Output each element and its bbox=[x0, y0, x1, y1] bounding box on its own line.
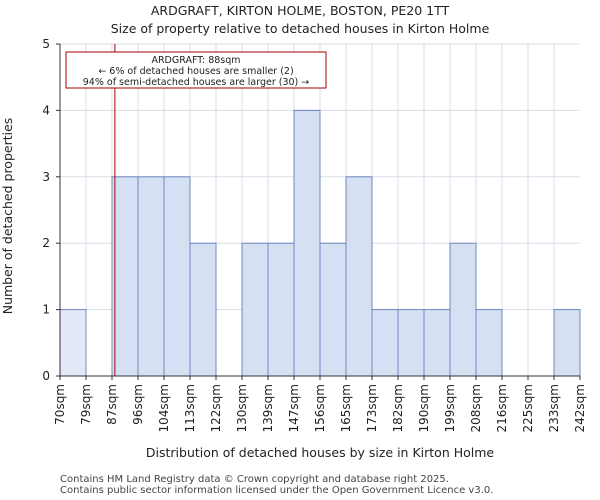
annotation-line-1: ARDGRAFT: 88sqm bbox=[151, 55, 240, 66]
y-tick-label: 0 bbox=[42, 369, 50, 383]
x-tick-label: 104sqm bbox=[157, 384, 171, 432]
tick-labels: 0 1 2 3 4 5 70sqm 79sqm 87sqm 96sqm 104sqm 113sqm 12… bbox=[42, 37, 587, 432]
y-tick-label: 5 bbox=[42, 37, 50, 51]
x-tick-label: 199sqm bbox=[443, 384, 457, 432]
x-tick-label: 242sqm bbox=[573, 384, 587, 432]
histogram-bar bbox=[553, 309, 581, 377]
histogram-bar bbox=[189, 242, 217, 377]
histogram-bar bbox=[163, 176, 191, 377]
histogram-bar bbox=[371, 309, 399, 377]
histogram-bar bbox=[397, 309, 425, 377]
x-tick-label: 96sqm bbox=[131, 384, 145, 425]
x-tick-label: 79sqm bbox=[79, 384, 93, 425]
x-tick-label: 70sqm bbox=[53, 384, 67, 425]
y-tick-label: 2 bbox=[42, 236, 50, 250]
x-tick-label: 139sqm bbox=[261, 384, 275, 432]
histogram-bar bbox=[475, 309, 503, 377]
y-tick-label: 1 bbox=[42, 303, 50, 317]
footer-copyright: Contains HM Land Registry data © Crown c… bbox=[60, 474, 449, 485]
annotation: ARDGRAFT: 88sqm← 6% of detached houses a… bbox=[65, 44, 327, 376]
histogram-bar bbox=[449, 242, 477, 377]
footer-licence: Contains public sector information licen… bbox=[60, 485, 494, 496]
annotation-line-2: ← 6% of detached houses are smaller (2) bbox=[98, 66, 293, 77]
histogram-bar bbox=[293, 109, 321, 377]
bars bbox=[59, 109, 581, 377]
histogram-bar bbox=[345, 176, 373, 377]
histogram-bar bbox=[267, 242, 295, 377]
x-tick-label: 165sqm bbox=[339, 384, 353, 432]
annotation-line-3: 94% of semi-detached houses are larger (… bbox=[83, 77, 310, 88]
x-tick-label: 87sqm bbox=[105, 384, 119, 425]
axes bbox=[56, 43, 581, 380]
histogram-bar bbox=[137, 176, 165, 377]
chart-title: ARDGRAFT, KIRTON HOLME, BOSTON, PE20 1TT bbox=[150, 3, 450, 18]
x-tick-label: 216sqm bbox=[495, 384, 509, 432]
histogram-bar bbox=[319, 242, 347, 377]
x-tick-label: 208sqm bbox=[469, 384, 483, 432]
x-tick-label: 182sqm bbox=[391, 384, 405, 432]
x-tick-label: 190sqm bbox=[417, 384, 431, 432]
histogram-bar bbox=[241, 242, 269, 377]
x-tick-label: 122sqm bbox=[209, 384, 223, 432]
x-axis-label: Distribution of detached houses by size … bbox=[146, 445, 495, 460]
histogram-bar bbox=[59, 309, 87, 377]
histogram-bar bbox=[111, 176, 139, 377]
x-tick-label: 233sqm bbox=[547, 384, 561, 432]
histogram-bar bbox=[423, 309, 451, 377]
x-tick-label: 113sqm bbox=[183, 384, 197, 432]
x-tick-label: 156sqm bbox=[313, 384, 327, 432]
y-tick-label: 3 bbox=[42, 170, 50, 184]
y-tick-label: 4 bbox=[42, 103, 50, 117]
x-tick-label: 225sqm bbox=[521, 384, 535, 432]
annotation-box bbox=[65, 51, 327, 89]
x-tick-label: 147sqm bbox=[287, 384, 301, 432]
y-axis-label: Number of detached properties bbox=[0, 118, 15, 315]
x-tick-label: 173sqm bbox=[365, 384, 379, 432]
chart-subtitle: Size of property relative to detached ho… bbox=[110, 21, 490, 36]
x-tick-label: 130sqm bbox=[235, 384, 249, 432]
